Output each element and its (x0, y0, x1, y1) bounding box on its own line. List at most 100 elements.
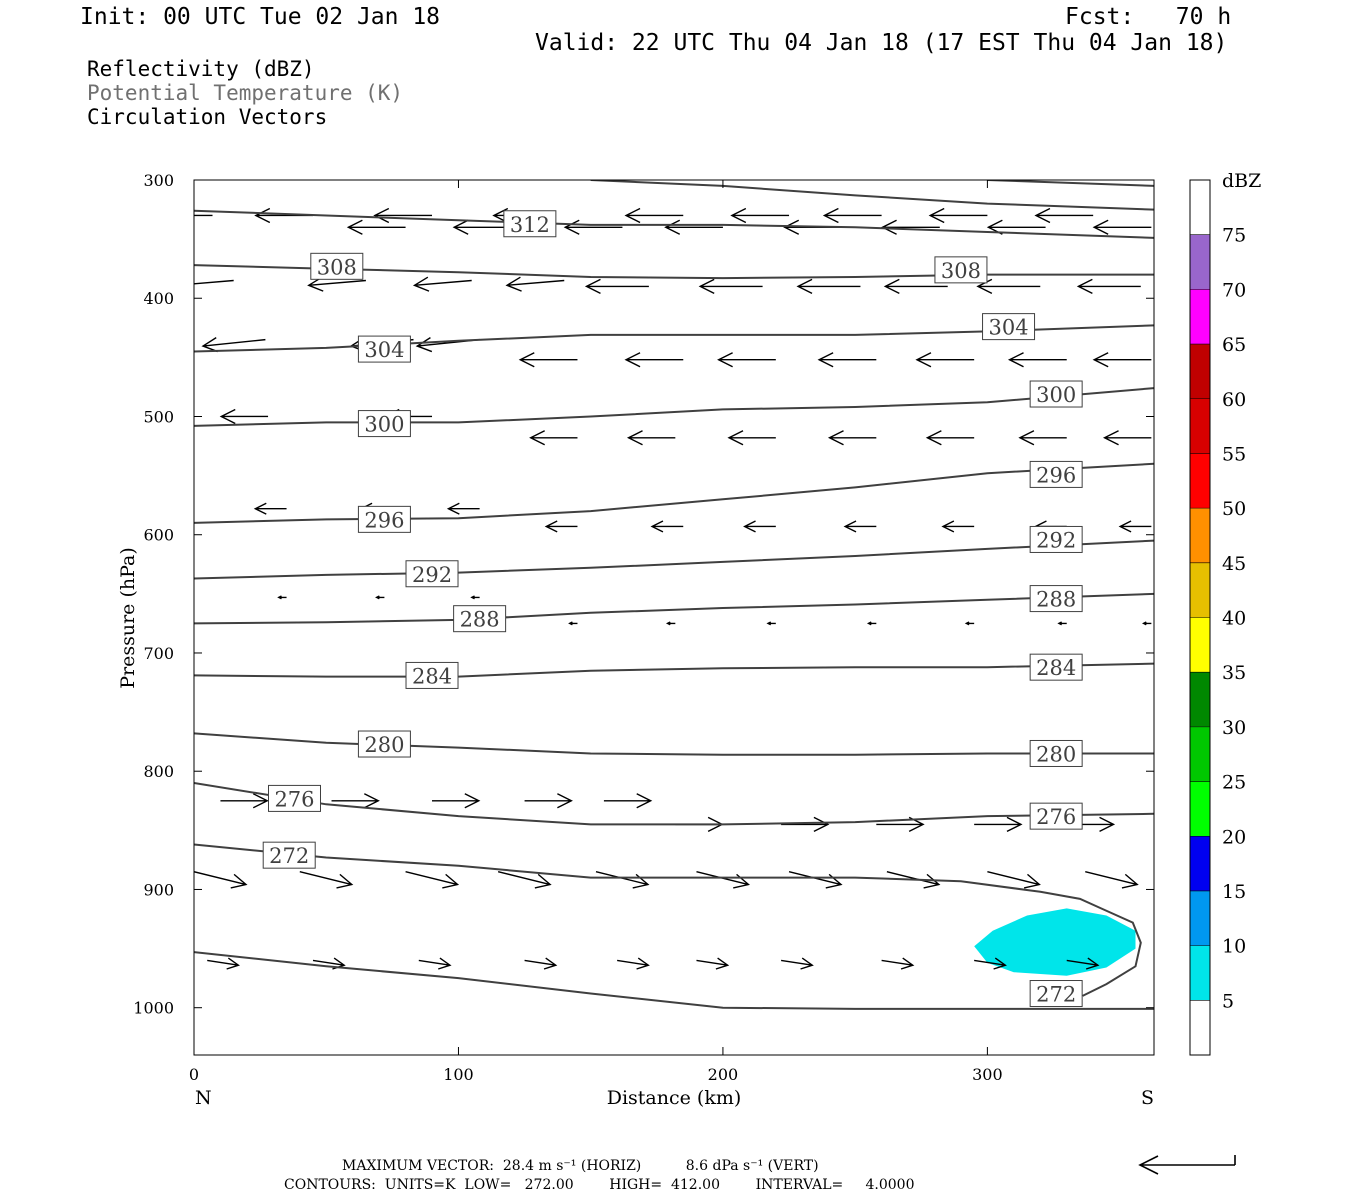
vector-arrow (730, 207, 790, 224)
contour-label-296: 296 (1036, 463, 1076, 487)
y-tick-label: 900 (143, 880, 174, 899)
vector-arrow (375, 595, 385, 600)
isentrope-288 (194, 592, 1154, 625)
contour-label-box (267, 784, 321, 812)
colorbar-segment (1190, 180, 1210, 235)
plot-frame (193, 179, 1155, 1056)
colorbar-label: 20 (1222, 826, 1246, 848)
x-tick-label: 300 (972, 1065, 1003, 1084)
vector-arrow (788, 871, 843, 889)
isentrope-316 (590, 180, 1154, 211)
contour-label-292: 292 (412, 563, 452, 587)
colorbar-segment (1190, 672, 1210, 727)
contour-label-box (405, 661, 459, 689)
vector-arrow (822, 207, 882, 224)
vector-arrow (1141, 621, 1152, 626)
contour-label-272: 272 (1036, 983, 1076, 1007)
contour-label-296: 296 (364, 508, 404, 532)
contour-label-box (310, 252, 364, 280)
vector-arrow (452, 219, 512, 235)
vector-arrow (941, 520, 975, 533)
y-tick-label: 400 (143, 289, 174, 308)
colorbar-title: dBZ (1222, 170, 1261, 192)
vector-arrow (201, 337, 266, 353)
vector-arrow (881, 219, 940, 235)
contour-label-box (357, 505, 411, 533)
contour-label-box (1029, 980, 1083, 1008)
isentrope-304 (194, 324, 1154, 353)
vector-arrow (886, 871, 941, 889)
legend-circulation-vectors: Circulation Vectors (87, 105, 328, 129)
vector-arrow (603, 793, 653, 809)
colorbar-segment (1190, 1000, 1210, 1055)
vector-arrow (299, 871, 354, 889)
vector-arrow (194, 279, 234, 285)
isentrope-272 (194, 951, 1154, 1010)
colorbar-segment (1190, 508, 1210, 563)
colorbar-segment (1190, 890, 1210, 946)
colorbar-label: 65 (1222, 334, 1246, 356)
contour-label-box (357, 730, 411, 758)
contour-label-box (357, 410, 411, 438)
isentrope-276 (194, 782, 1154, 826)
vector-arrow (626, 430, 676, 446)
y-tick-label: 500 (143, 407, 174, 426)
isentrope-280 (194, 732, 1154, 756)
vector-arrow (1066, 957, 1100, 970)
reflectivity-layer (974, 908, 1136, 976)
vector-arrow (418, 957, 452, 970)
vector-arrow (974, 816, 1023, 833)
colorbar-label: 5 (1222, 990, 1234, 1012)
vector-arrow (219, 408, 269, 425)
vector-arrow (866, 621, 877, 626)
vector-arrow (1034, 207, 1094, 224)
x-tick-label: 0 (189, 1065, 199, 1084)
reflectivity-region-5dbz (974, 908, 1136, 976)
vector-arrow (1057, 621, 1067, 626)
vector-arrow (698, 278, 763, 295)
vector-arrow (696, 957, 730, 970)
vector-arrow (1118, 520, 1152, 533)
colorbar-segment (1190, 289, 1210, 345)
vector-arrow (446, 502, 480, 515)
legend-potential-temperature: Potential Temperature (K) (87, 81, 404, 105)
max-vector-info: MAXIMUM VECTOR: 28.4 m s⁻¹ (HORIZ) 8.6 d… (342, 1158, 819, 1174)
x-tick-label: 100 (443, 1065, 474, 1084)
vector-arrow (964, 621, 975, 626)
vector-arrow (1102, 430, 1152, 446)
vector-arrow (1092, 352, 1152, 368)
vector-arrow (412, 276, 472, 292)
vector-arrow (743, 520, 776, 533)
colorbar-label: 10 (1222, 936, 1246, 958)
contour-label-300: 300 (364, 413, 404, 437)
vector-arrow (194, 214, 213, 217)
vector-arrow (915, 352, 975, 368)
colorbar-label: 30 (1222, 717, 1246, 739)
vector-arrow (1076, 278, 1141, 295)
vector-arrow (563, 219, 623, 235)
legend-reflectivity: Reflectivity (dBZ) (87, 57, 315, 81)
colorbar-segment (1190, 726, 1210, 782)
forecast-hour: Fcst: 70 h (1065, 4, 1232, 30)
colorbar-label: 40 (1222, 608, 1246, 630)
contour-label-304: 304 (364, 338, 404, 362)
y-tick-label: 800 (143, 762, 174, 781)
vector-arrow (766, 621, 776, 626)
vector-arrow (665, 621, 676, 626)
vector-arrow (277, 595, 287, 600)
vector-arrow (505, 276, 565, 292)
vector-arrow (883, 278, 948, 295)
colorbar: 5 10 15 20 25 30 35 40 45 50 55 60 65 70 75 (1189, 179, 1246, 1056)
colorbar-segment (1190, 945, 1210, 1001)
isentrope-284 (194, 662, 1154, 678)
colorbar-label: 50 (1222, 498, 1246, 520)
contour-label-box (1029, 739, 1083, 767)
contour-label-box (1029, 653, 1083, 681)
contour-label-280: 280 (1036, 742, 1076, 766)
vector-arrow (928, 207, 988, 224)
vector-arrow (624, 207, 684, 224)
contour-label-276: 276 (274, 787, 314, 811)
contour-label-box (357, 335, 411, 363)
vector-arrow (817, 352, 877, 368)
axes: 300 400 500 600 700 800 900 1000 0 100 200 300 (133, 171, 1154, 1084)
